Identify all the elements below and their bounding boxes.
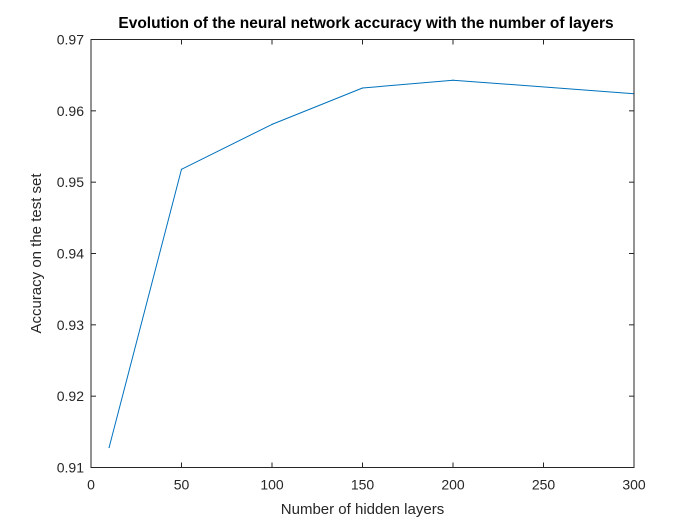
data-point [108,446,110,449]
y-tick-label: 0.92 [57,388,84,404]
x-tick-label: 300 [622,477,646,493]
y-tick-label: 0.97 [57,32,84,48]
y-tick-label: 0.91 [57,460,84,476]
y-tick-label: 0.96 [57,103,84,119]
data-point [271,123,273,125]
x-tick-label: 250 [532,477,556,493]
x-axis-label: Number of hidden layers [281,501,444,518]
x-tick-label: 150 [351,477,375,493]
y-axis: 0.91 0.92 0.93 0.94 0.95 0.96 0.97 [57,32,634,476]
chart-title: Evolution of the neural network accuracy… [118,15,613,32]
series-line [108,79,635,448]
y-axis-label: Accuracy on the test set [28,173,45,334]
x-axis: 0 50 100 150 200 250 300 [87,39,646,493]
plot-series [108,79,635,449]
data-point [361,87,364,89]
y-tick-label: 0.93 [57,317,84,333]
data-point [180,168,183,170]
x-tick-label: 0 [87,477,95,493]
data-point [452,79,454,81]
y-tick-label: 0.94 [57,246,84,262]
x-tick-label: 50 [174,477,190,493]
plot-area-frame [90,39,635,468]
y-tick-label: 0.95 [57,174,84,190]
x-tick-label: 100 [260,477,284,493]
x-tick-label: 200 [441,477,465,493]
